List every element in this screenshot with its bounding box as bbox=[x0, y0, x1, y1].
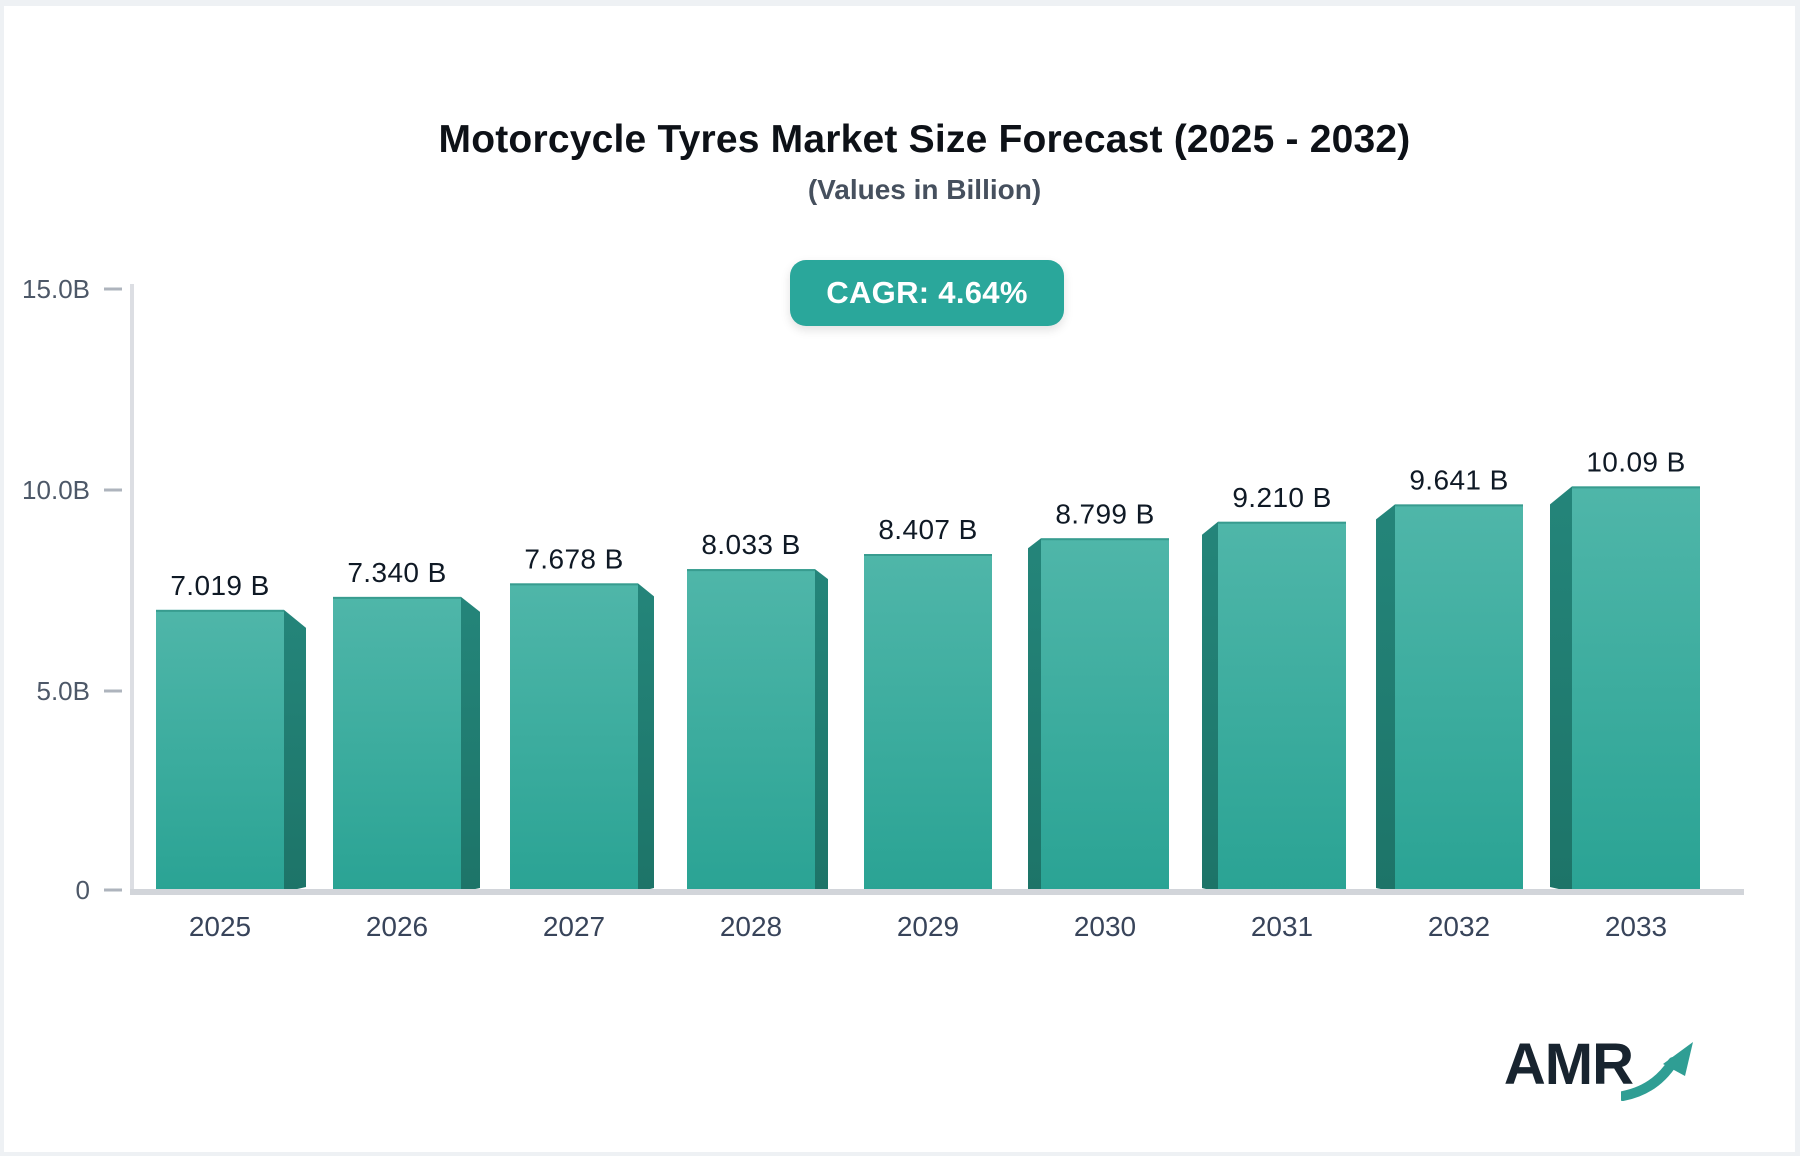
bar-group-2028 bbox=[687, 569, 828, 892]
chart-title: Motorcycle Tyres Market Size Forecast (2… bbox=[438, 118, 1411, 161]
year-label-2026: 2026 bbox=[366, 911, 428, 942]
bar-group-2031 bbox=[1202, 521, 1346, 892]
cagr-badge-label: CAGR: 4.64% bbox=[826, 275, 1028, 310]
year-label-2032: 2032 bbox=[1428, 911, 1490, 942]
bar-group-2032 bbox=[1376, 504, 1523, 892]
bar-2033 bbox=[1572, 486, 1700, 892]
bar-group-2026 bbox=[333, 596, 480, 892]
value-label-2029: 8.407 B bbox=[878, 514, 977, 545]
bar-group-2027 bbox=[510, 583, 654, 892]
bar-side-2028 bbox=[815, 569, 828, 892]
bar-2029 bbox=[864, 554, 992, 892]
value-label-2030: 8.799 B bbox=[1055, 498, 1154, 529]
bar-group-2033 bbox=[1550, 486, 1700, 892]
bar-group-2030 bbox=[1028, 538, 1169, 892]
bar-2028 bbox=[687, 569, 815, 892]
bar-2027 bbox=[510, 583, 638, 892]
bar-side-2025 bbox=[284, 609, 306, 892]
year-label-2031: 2031 bbox=[1251, 911, 1313, 942]
value-label-2026: 7.340 B bbox=[347, 557, 446, 588]
year-label-2028: 2028 bbox=[720, 911, 782, 942]
bar-side-2026 bbox=[461, 596, 480, 892]
value-label-2028: 8.033 B bbox=[701, 529, 800, 560]
bar-side-2033 bbox=[1550, 486, 1572, 892]
bar-side-2027 bbox=[638, 583, 654, 892]
year-label-2027: 2027 bbox=[543, 911, 605, 942]
amr-logo-text: AMR bbox=[1503, 1032, 1634, 1097]
bar-group-2025 bbox=[156, 609, 306, 892]
value-label-2025: 7.019 B bbox=[170, 570, 269, 601]
year-label-2030: 2030 bbox=[1074, 911, 1136, 942]
bar-2030 bbox=[1041, 538, 1169, 892]
bar-2025 bbox=[156, 609, 284, 892]
y-tick-label-15.0B: 15.0B bbox=[22, 274, 90, 304]
y-tick-label-0: 0 bbox=[76, 875, 90, 905]
value-label-2033: 10.09 B bbox=[1586, 446, 1685, 477]
bar-side-2030 bbox=[1028, 538, 1041, 892]
y-tick-label-10.0B: 10.0B bbox=[22, 475, 90, 505]
bar-side-2031 bbox=[1202, 521, 1218, 892]
bar-2031 bbox=[1218, 521, 1346, 892]
bar-2032 bbox=[1395, 504, 1523, 892]
year-label-2029: 2029 bbox=[897, 911, 959, 942]
cagr-badge: CAGR: 4.64% bbox=[790, 260, 1064, 326]
chart-card: Motorcycle Tyres Market Size Forecast (2… bbox=[4, 6, 1795, 1152]
axis-labels: 7.019 B 2025 7.340 B 2026 7.678 B 2027 8.033 B… bbox=[170, 446, 1685, 942]
bar-2026 bbox=[333, 596, 461, 892]
bar-side-2032 bbox=[1376, 504, 1395, 892]
value-label-2027: 7.678 B bbox=[524, 543, 623, 574]
amr-logo: AMR bbox=[1504, 1036, 1697, 1102]
bar-group-2029 bbox=[864, 554, 992, 892]
value-label-2032: 9.641 B bbox=[1409, 464, 1508, 495]
year-label-2033: 2033 bbox=[1605, 911, 1667, 942]
y-axis-ticks: 15.0B 10.0B 5.0B 0 bbox=[22, 274, 122, 905]
year-label-2025: 2025 bbox=[189, 911, 251, 942]
bars-layer bbox=[156, 486, 1700, 892]
y-tick-label-5.0B: 5.0B bbox=[37, 676, 91, 706]
chart-subtitle: (Values in Billion) bbox=[807, 174, 1042, 205]
value-label-2031: 9.210 B bbox=[1232, 482, 1331, 513]
growth-arrow-icon bbox=[1621, 1042, 1693, 1101]
